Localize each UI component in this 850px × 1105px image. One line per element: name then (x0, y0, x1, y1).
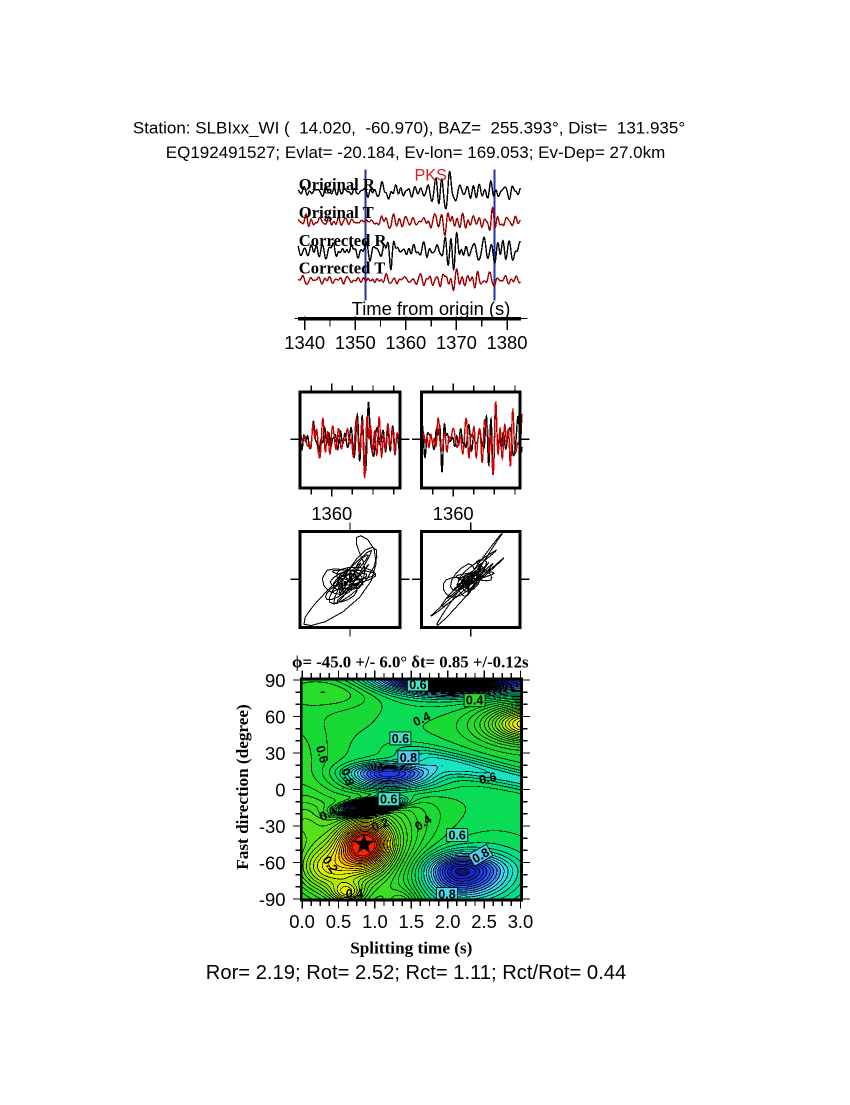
svg-text:-60: -60 (259, 853, 286, 874)
svg-text:2.5: 2.5 (471, 911, 497, 932)
svg-text:Original R: Original R (299, 175, 376, 194)
svg-text:Splitting time (s): Splitting time (s) (350, 939, 472, 958)
svg-text:30: 30 (265, 743, 285, 764)
svg-text:Corrected T: Corrected T (299, 259, 385, 278)
svg-text:Fast direction (degree): Fast direction (degree) (233, 704, 252, 869)
svg-text:0.6: 0.6 (392, 732, 409, 746)
svg-text:0.8: 0.8 (438, 888, 455, 902)
svg-text:0.6: 0.6 (313, 744, 331, 764)
svg-text:0.6: 0.6 (380, 793, 397, 807)
svg-text:0.6: 0.6 (409, 678, 426, 692)
svg-text:0: 0 (275, 780, 285, 801)
svg-text:1380: 1380 (487, 332, 528, 353)
svg-text:90: 90 (265, 670, 285, 691)
svg-text:ϕ= -45.0 +/- 6.0° δt= 0.85 +/-: ϕ= -45.0 +/- 6.0° δt= 0.85 +/-0.12s (292, 653, 529, 672)
svg-text:-30: -30 (259, 816, 286, 837)
svg-text:0.6: 0.6 (478, 770, 498, 787)
svg-text:0.4: 0.4 (411, 709, 433, 729)
svg-text:1360: 1360 (311, 503, 352, 524)
svg-text:1370: 1370 (436, 332, 477, 353)
svg-text:Ror= 2.19; Rot= 2.52; Rct= 1.1: Ror= 2.19; Rot= 2.52; Rct= 1.11; Rct/Rot… (206, 962, 626, 984)
svg-text:0.4: 0.4 (466, 694, 483, 708)
svg-text:Original T: Original T (299, 203, 374, 222)
svg-text:0.8: 0.8 (400, 751, 417, 765)
svg-text:3.0: 3.0 (508, 911, 534, 932)
svg-text:EQ192491527; Evlat= -20.184, E: EQ192491527; Evlat= -20.184, Ev-lon= 169… (166, 143, 665, 162)
svg-text:60: 60 (265, 707, 285, 728)
svg-text:1.5: 1.5 (399, 911, 425, 932)
svg-text:Corrected R: Corrected R (299, 231, 388, 250)
svg-text:0.5: 0.5 (326, 911, 352, 932)
svg-text:0.4: 0.4 (346, 887, 363, 901)
svg-text:0.2: 0.2 (370, 815, 391, 834)
svg-text:Time from origin (s): Time from origin (s) (352, 298, 511, 319)
svg-text:1360: 1360 (433, 503, 474, 524)
svg-text:0.8: 0.8 (338, 766, 357, 787)
svg-text:0.6: 0.6 (449, 829, 466, 843)
svg-text:2.0: 2.0 (435, 911, 461, 932)
svg-text:0.0: 0.0 (289, 911, 315, 932)
svg-text:-90: -90 (259, 889, 286, 910)
svg-text:1340: 1340 (284, 332, 325, 353)
svg-text:Station: SLBIxx_WI ( 14.020,: Station: SLBIxx_WI ( 14.020, -60.970), B… (133, 119, 685, 138)
svg-text:1.0: 1.0 (362, 911, 388, 932)
svg-text:PKS: PKS (415, 167, 448, 185)
svg-text:1350: 1350 (335, 332, 376, 353)
svg-text:1360: 1360 (385, 332, 426, 353)
